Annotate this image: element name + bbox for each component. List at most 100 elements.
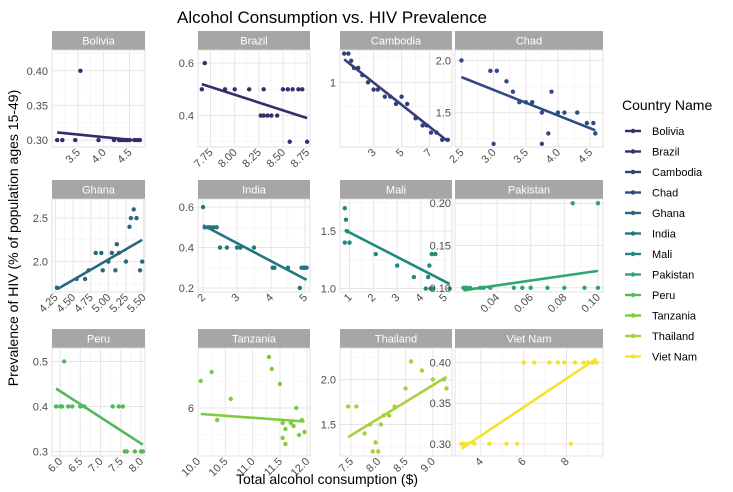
facet-strip xyxy=(52,31,145,50)
data-point xyxy=(100,268,105,273)
data-point xyxy=(515,441,520,447)
data-point xyxy=(209,369,214,375)
facet-strip xyxy=(455,329,603,348)
legend-key-point xyxy=(630,292,636,298)
facet-strip-label: Pakistan xyxy=(508,185,550,197)
data-point xyxy=(345,404,351,409)
legend-item-thailand: Thailand xyxy=(625,331,694,343)
data-point xyxy=(109,250,115,256)
data-point xyxy=(425,274,431,280)
legend-item-mali: Mali xyxy=(625,249,672,261)
data-point xyxy=(202,60,207,66)
legend-label: Tanzania xyxy=(652,311,697,323)
panel-background xyxy=(197,347,311,457)
data-point xyxy=(408,359,414,364)
x-tick-label: 6 xyxy=(516,456,529,469)
y-tick-label: 0.40 xyxy=(27,66,48,78)
legend-key-point xyxy=(630,210,636,216)
facet-strip-label: Thailand xyxy=(375,334,417,346)
data-point xyxy=(572,360,578,365)
x-tick-label: 4.5 xyxy=(576,147,595,166)
legend-label: Mali xyxy=(652,249,672,261)
x-tick-label: 8 xyxy=(559,456,572,469)
x-tick-label: 0.08 xyxy=(546,292,570,316)
legend-label: India xyxy=(652,229,677,241)
data-point xyxy=(511,285,517,290)
data-point xyxy=(491,141,496,147)
data-point xyxy=(54,137,60,143)
data-point xyxy=(246,87,252,92)
data-point xyxy=(300,87,305,92)
data-point xyxy=(127,224,132,230)
data-point xyxy=(346,51,351,56)
trend-line xyxy=(460,357,598,450)
data-point xyxy=(429,251,434,257)
x-tick-label: 2 xyxy=(195,292,208,305)
x-tick-label: 7.5 xyxy=(107,456,126,475)
legend-key-point xyxy=(630,149,636,154)
y-tick-label: 1 xyxy=(330,77,336,89)
data-point xyxy=(591,120,596,126)
data-point xyxy=(581,360,586,365)
x-tick-label: 8.0 xyxy=(127,456,146,475)
data-point xyxy=(228,396,233,402)
y-tick-label: 1.5 xyxy=(321,226,336,238)
legend-key-point xyxy=(630,313,636,318)
legend-title: Country Name xyxy=(622,97,712,113)
data-point xyxy=(427,263,432,268)
data-point xyxy=(394,263,400,268)
facet-strip-label: Brazil xyxy=(240,36,268,48)
facet-strip xyxy=(198,329,310,348)
data-point xyxy=(347,240,352,245)
y-tick-label: 2.5 xyxy=(33,213,48,225)
legend-item-bolivia: Bolivia xyxy=(625,126,685,138)
data-point xyxy=(382,94,387,99)
data-point xyxy=(200,204,206,210)
data-point xyxy=(342,51,347,56)
x-tick-label: 5 xyxy=(394,147,407,160)
legend-label: Cambodia xyxy=(652,167,703,179)
data-point xyxy=(294,405,299,411)
y-tick-label: 2.0 xyxy=(33,257,48,269)
y-tick-label: 6 xyxy=(188,403,194,415)
data-point xyxy=(60,137,65,143)
data-point xyxy=(494,68,500,74)
legend-key-point xyxy=(630,231,636,236)
y-tick-label: 1.5 xyxy=(321,420,336,432)
data-point xyxy=(510,89,516,94)
data-point xyxy=(277,381,283,387)
legend-item-peru: Peru xyxy=(625,290,675,302)
legend-item-ghana: Ghana xyxy=(625,208,686,220)
data-point xyxy=(134,215,139,221)
x-tick-label: 7 xyxy=(422,147,435,160)
data-point xyxy=(78,68,83,73)
data-point xyxy=(274,113,280,118)
data-point xyxy=(461,441,466,447)
legend-item-cambodia: Cambodia xyxy=(625,167,703,179)
data-point xyxy=(532,360,537,365)
x-tick-label: 0.04 xyxy=(479,292,503,316)
data-point xyxy=(61,359,67,364)
data-point xyxy=(403,386,408,391)
x-tick-label: 2.5 xyxy=(447,147,466,166)
legend-item-tanzania: Tanzania xyxy=(625,311,697,323)
data-point xyxy=(59,404,65,409)
x-tick-label: 3.5 xyxy=(64,147,83,166)
data-point xyxy=(124,449,130,454)
legend-label: Thailand xyxy=(652,331,694,343)
facet-strip xyxy=(340,329,452,348)
data-point xyxy=(266,354,272,360)
data-point xyxy=(420,123,425,128)
legend-key-point xyxy=(630,354,636,359)
trend-line xyxy=(463,269,599,292)
legend-key-point xyxy=(630,128,636,134)
facet-strip xyxy=(455,31,603,50)
trend-line xyxy=(200,412,305,423)
data-point xyxy=(405,101,410,107)
data-point xyxy=(419,368,425,373)
x-tick-label: 4 xyxy=(263,292,276,305)
